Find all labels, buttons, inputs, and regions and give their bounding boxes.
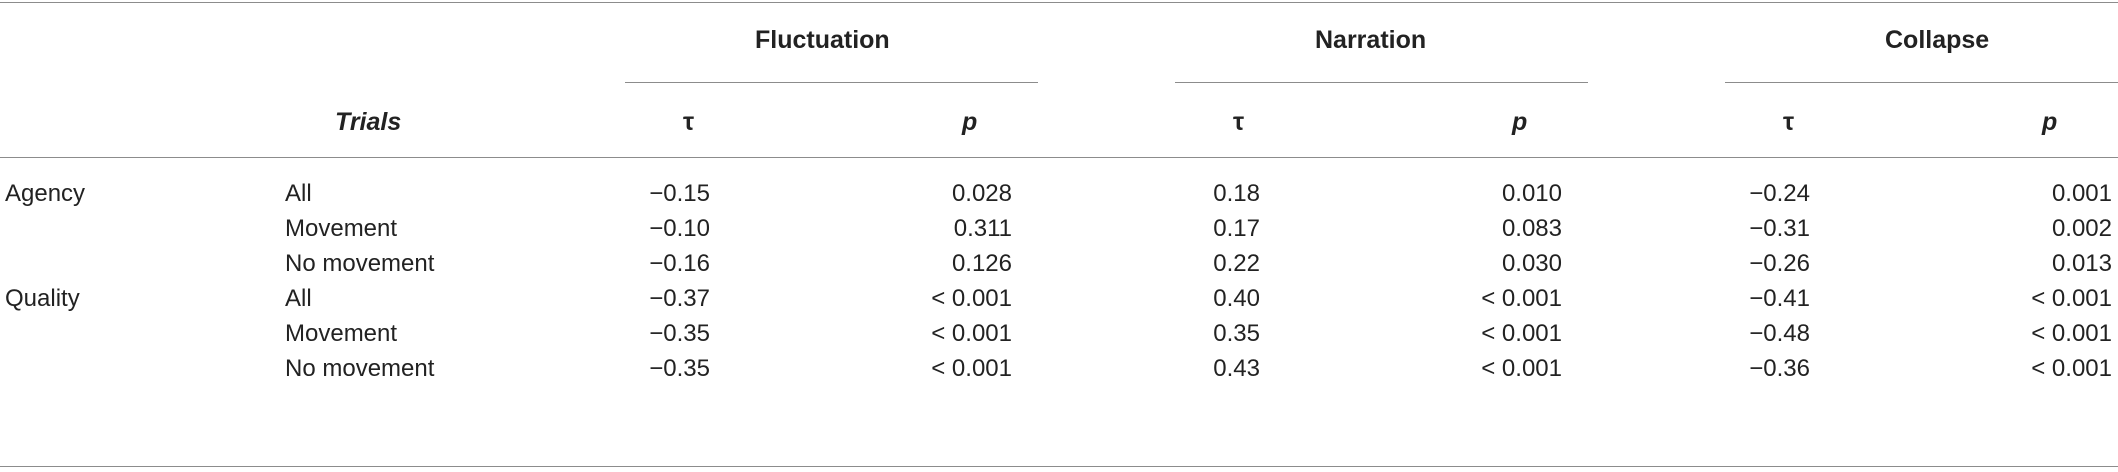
- collapse-rule: [1725, 82, 2118, 83]
- tau-value: 0.22: [1213, 250, 1260, 277]
- header-rule: [0, 157, 2118, 158]
- tau-value: −0.16: [649, 250, 710, 277]
- row-measure: Agency: [5, 180, 86, 207]
- p-value: 0.126: [951, 250, 1012, 277]
- p-value: 0.083: [1501, 215, 1562, 242]
- p-value: 0.001: [2051, 180, 2112, 207]
- tau-value: −0.10: [649, 215, 710, 242]
- group-header-collapse: Collapse: [1885, 26, 1990, 54]
- tau-value: 0.18: [1213, 180, 1260, 207]
- tau-header-narration: τ: [1233, 108, 1245, 136]
- p-header-fluctuation: p: [962, 108, 978, 136]
- tau-value: −0.15: [649, 180, 710, 207]
- tau-value: 0.17: [1213, 215, 1260, 242]
- p-value: < 0.001: [931, 285, 1012, 312]
- p-value: < 0.001: [1481, 355, 1562, 382]
- trials-header: Trials: [335, 108, 402, 136]
- p-value: 0.028: [951, 180, 1012, 207]
- p-value: < 0.001: [1481, 285, 1562, 312]
- row-trials: All: [285, 285, 312, 312]
- tau-value: −0.24: [1749, 180, 1810, 207]
- tau-value: −0.31: [1749, 215, 1810, 242]
- fluctuation-rule: [625, 82, 1038, 83]
- p-header-collapse: p: [2042, 108, 2058, 136]
- tau-value: −0.35: [649, 320, 710, 347]
- row-trials: Movement: [285, 215, 398, 242]
- tau-header-fluctuation: τ: [683, 108, 695, 136]
- group-header-narration: Narration: [1315, 26, 1427, 54]
- row-measure: Quality: [5, 285, 80, 312]
- tau-value: 0.43: [1213, 355, 1260, 382]
- p-value: < 0.001: [2031, 320, 2112, 347]
- tau-value: −0.35: [649, 355, 710, 382]
- row-trials: No movement: [285, 250, 435, 277]
- tau-value: 0.40: [1213, 285, 1260, 312]
- tau-value: 0.35: [1213, 320, 1260, 347]
- p-value: < 0.001: [2031, 285, 2112, 312]
- row-trials: No movement: [285, 355, 435, 382]
- narration-rule: [1175, 82, 1588, 83]
- row-trials: All: [285, 180, 312, 207]
- tau-value: −0.36: [1749, 355, 1810, 382]
- p-value: < 0.001: [1481, 320, 1562, 347]
- p-value: 0.030: [1501, 250, 1562, 277]
- tau-value: −0.48: [1749, 320, 1810, 347]
- tau-value: −0.37: [649, 285, 710, 312]
- bottom-rule: [0, 466, 2118, 467]
- p-value: < 0.001: [2031, 355, 2112, 382]
- tau-value: −0.41: [1749, 285, 1810, 312]
- p-value: 0.010: [1501, 180, 1562, 207]
- p-value: 0.002: [2051, 215, 2112, 242]
- p-value: < 0.001: [931, 355, 1012, 382]
- row-trials: Movement: [285, 320, 398, 347]
- p-value: < 0.001: [931, 320, 1012, 347]
- group-header-fluctuation: Fluctuation: [755, 26, 890, 54]
- tau-value: −0.26: [1749, 250, 1810, 277]
- p-header-narration: p: [1512, 108, 1528, 136]
- top-rule: [0, 2, 2118, 3]
- tau-header-collapse: τ: [1783, 108, 1795, 136]
- p-value: 0.013: [2051, 250, 2112, 277]
- p-value: 0.311: [953, 215, 1012, 242]
